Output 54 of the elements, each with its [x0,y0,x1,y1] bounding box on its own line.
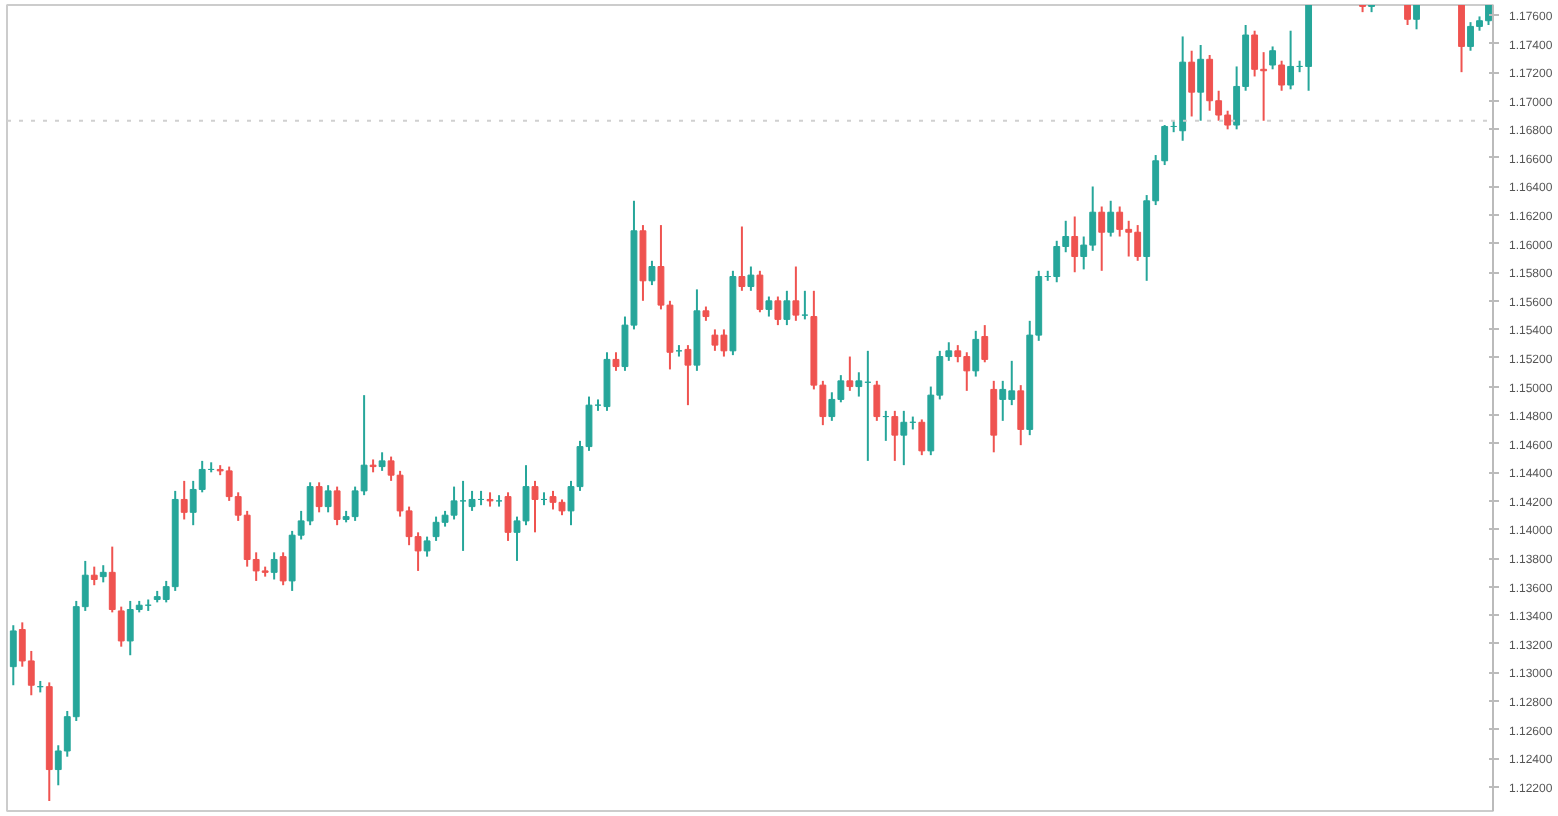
candlestick [1404,5,1411,27]
candlestick [117,605,125,648]
candlestick [765,295,773,318]
candlestick [801,289,809,321]
candlestick [1017,384,1025,447]
candlestick [108,545,116,614]
candlestick [1458,5,1465,74]
candlestick [783,289,791,327]
candlestick [603,351,611,412]
candlestick [855,371,863,398]
candlestick [1197,44,1205,122]
candlestick [774,295,782,327]
candlestick [531,479,539,534]
candlestick [279,551,287,587]
candlestick [990,379,998,454]
candlestick [1251,29,1259,78]
candlestick [684,344,692,407]
candlestick [873,379,881,422]
candlestick [981,324,989,364]
candlestick [891,409,899,462]
candlestick [333,485,341,527]
candlestick [900,409,908,467]
candlestick [1116,205,1124,238]
candlestick [324,484,332,514]
candlestick [1206,54,1214,112]
candlestick [648,259,656,287]
candlestick [756,269,764,314]
candlestick [315,481,323,514]
candlestick [1269,45,1277,71]
candlestick [738,225,746,292]
candlestick [999,379,1007,422]
candlestick [846,355,854,392]
candlestick [423,535,431,558]
candlestick [972,329,980,378]
candlestick [1287,29,1295,91]
candlestick [1071,215,1079,274]
candlestick [792,265,800,322]
candlestick [612,351,620,372]
candlestick [180,479,188,521]
candlestick [1413,5,1420,31]
candlestick [1053,239,1061,284]
candlestick [378,451,386,472]
candlestick [90,565,98,587]
candlestick [1278,59,1286,92]
candlestick [9,624,17,687]
candlestick [1098,205,1106,272]
candlestick [504,491,512,542]
candlestick [1188,49,1196,118]
candlestick [918,418,926,457]
candlestick [468,489,476,512]
candlestick [711,328,719,352]
candlestick [1107,199,1115,238]
candlestick [747,265,755,292]
candlestick [270,551,278,581]
